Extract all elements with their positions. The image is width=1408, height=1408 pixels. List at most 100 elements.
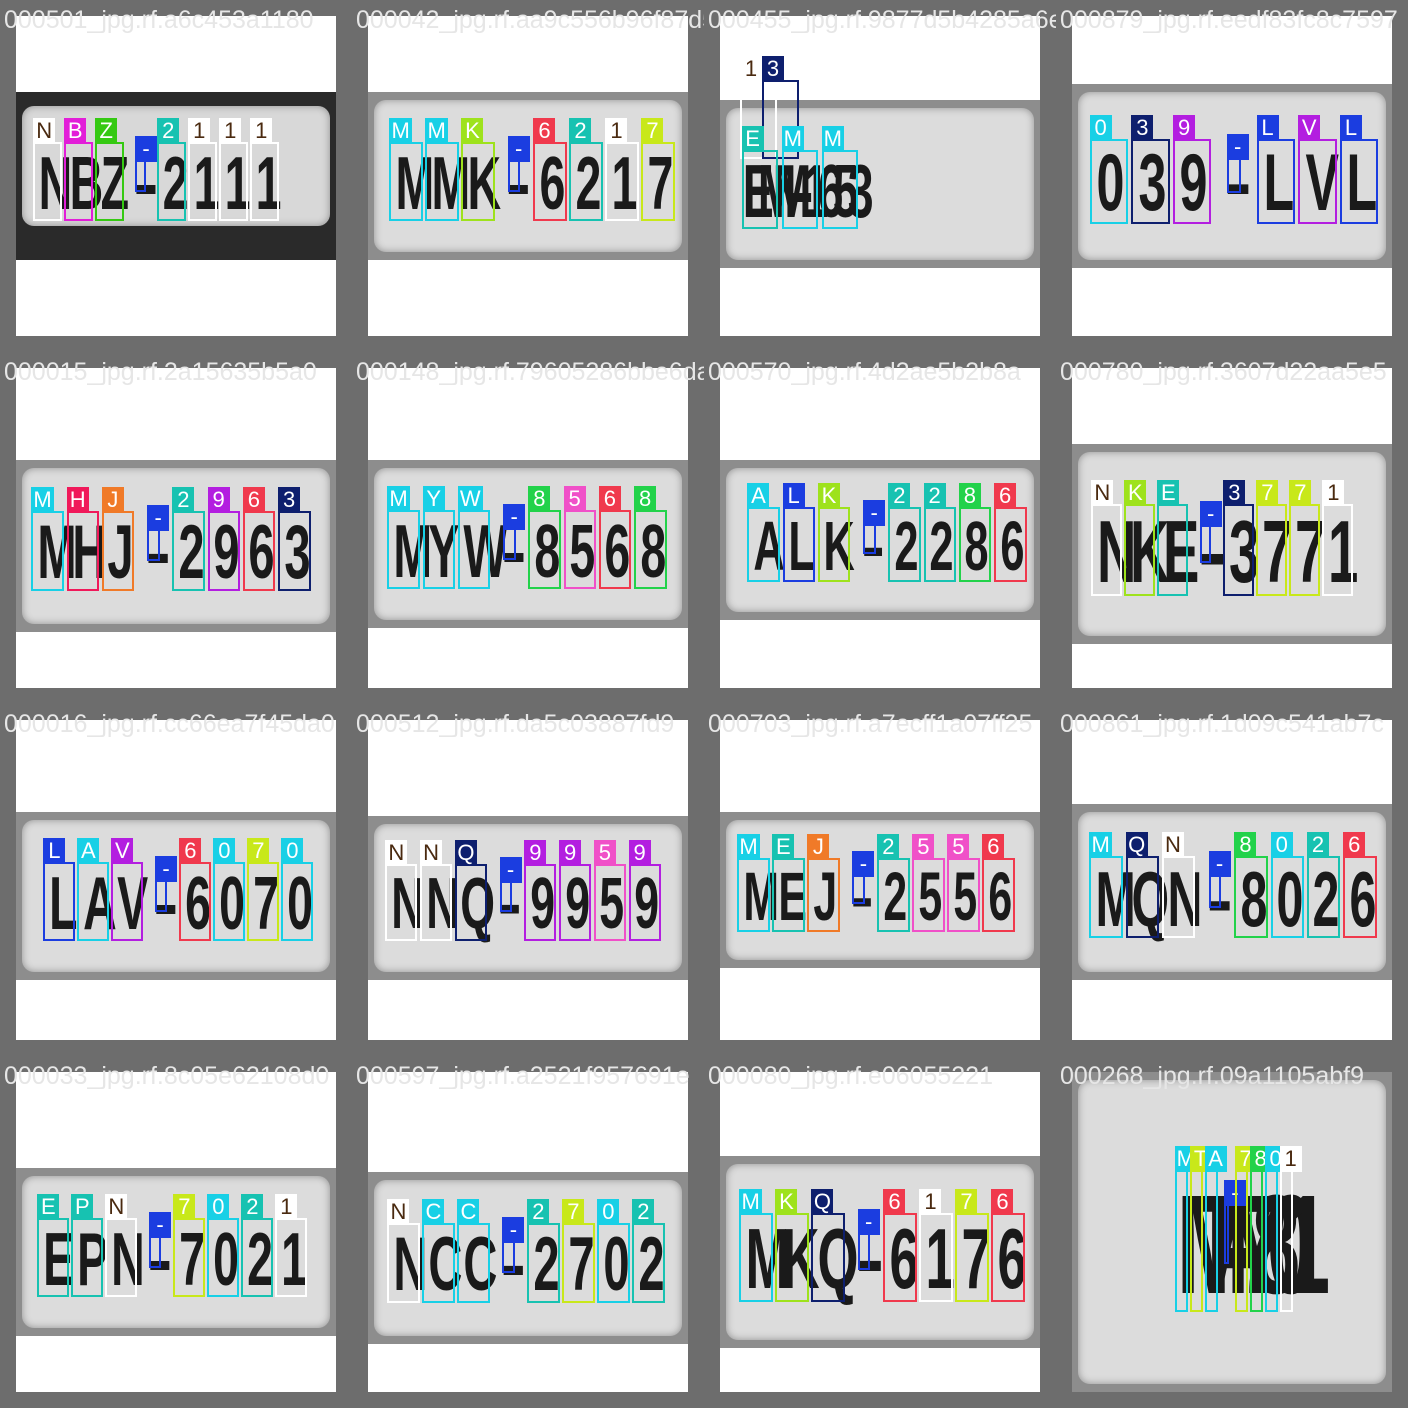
- class-label-tag: J: [101, 487, 124, 513]
- plate-character: N: [110, 1217, 145, 1301]
- class-label-tag: N: [385, 840, 408, 866]
- license-plate-photo: [16, 812, 336, 980]
- mosaic-tile[interactable]: MTA-7801MTA-7801000268_jpg.rf.09a1105abf…: [1056, 1056, 1408, 1408]
- detection-box: B: [64, 118, 93, 221]
- mosaic-tile[interactable]: M M K -6 2 1 7 M M K -6 2 1 7 000042_jpg.rf.aa9c556b96…: [352, 0, 704, 352]
- class-label-tag: -: [852, 850, 875, 877]
- class-label-tag: Q: [811, 1189, 834, 1215]
- detection-box: 7: [562, 1199, 595, 1303]
- detection-box: J: [807, 834, 840, 932]
- detection-box: 9: [1173, 115, 1212, 224]
- detection-box: 7: [1234, 1146, 1257, 1312]
- mosaic-tile[interactable]: A L K -2 2 8 6 A L K -2 2 8 6 000570_jpg.rf.4d2ae5b2b8…: [704, 352, 1056, 704]
- mosaic-tile[interactable]: EMM-165313EMM000455_jpg.rf.9877d5b4285a6…: [704, 0, 1056, 352]
- class-label-tag: B: [64, 118, 87, 144]
- image-filename-label: 000512_jpg.rf.da5c03887fd9: [356, 710, 675, 738]
- detection-box: 8: [1249, 1146, 1272, 1312]
- detection-box: 5: [947, 834, 980, 932]
- detection-box: N: [1161, 832, 1196, 938]
- class-label-tag: Q: [454, 840, 477, 866]
- detection-box: 2: [241, 1194, 273, 1297]
- mosaic-tile[interactable]: M Q N -8 0 2 6 M Q N -8 0 2 6 000861_jpg.rf.1d09c541ab…: [1056, 704, 1408, 1056]
- class-label-tag: 3: [1131, 115, 1154, 141]
- detection-box: 6: [994, 483, 1027, 582]
- detection-box: M: [389, 118, 423, 221]
- image-filename-label: 000597_jpg.rf.a2521f957691e: [356, 1062, 690, 1090]
- plate-character: Z: [100, 141, 129, 225]
- detection-box: C: [457, 1199, 490, 1303]
- class-label-tag: 1: [275, 1194, 298, 1220]
- plate-character: 5: [918, 858, 942, 935]
- class-label-tag: 8: [634, 486, 657, 512]
- license-plate-photo: [720, 460, 1040, 620]
- class-label-tag: 7: [955, 1189, 978, 1215]
- class-label-tag: E: [772, 834, 795, 860]
- class-label-tag: 5: [563, 486, 586, 512]
- class-label-tag: 3: [278, 487, 301, 513]
- detection-box: 2: [1306, 832, 1341, 938]
- plate-character: -: [861, 507, 885, 585]
- class-label-tag: -: [502, 1217, 525, 1243]
- class-label-tag: 1: [188, 118, 211, 144]
- mosaic-tile[interactable]: M H J -2 9 6 3 M H J -2 9 6 3 000015_jpg.rf.2a15635b5a…: [0, 352, 352, 704]
- mosaic-tile[interactable]: NKE-3771NKE-3771000780_jpg.rf.3607d22aa5…: [1056, 352, 1408, 704]
- class-label-tag: 1: [250, 118, 273, 144]
- detection-box: W: [457, 486, 491, 589]
- detection-box: 9: [524, 840, 557, 941]
- mosaic-tile[interactable]: M E J -2 5 5 6 M E J -2 5 5 6 000703_jpg.rf.a7ecff1a07…: [704, 704, 1056, 1056]
- plate-character: J: [813, 858, 837, 935]
- detection-box: 0: [207, 1194, 239, 1297]
- detection-box: 1: [250, 118, 279, 221]
- detection-box: 2: [632, 1199, 665, 1303]
- detection-box: 7: [641, 118, 675, 221]
- mosaic-tile[interactable]: E P N -7 0 2 1 E P N -7 0 2 1 000033_jpg.rf.8c05e62108…: [0, 1056, 352, 1408]
- detection-box: -: [149, 1211, 172, 1268]
- mosaic-tile[interactable]: L A V -6 0 7 0 L A V -6 0 7 0 000016_jpg.rf.cc66ea7f45…: [0, 704, 352, 1056]
- class-label-tag: 2: [632, 1199, 655, 1225]
- mosaic-tile[interactable]: MYW-8568MYW-8568000148_jpg.rf.79605286bb…: [352, 352, 704, 704]
- class-label-tag: M: [1089, 832, 1112, 858]
- detection-box: A: [1204, 1146, 1227, 1312]
- plate-character: 0: [1096, 138, 1125, 228]
- detection-box: 0: [597, 1199, 630, 1303]
- detection-box: N: [420, 840, 453, 941]
- mosaic-tile[interactable]: N B Z -2 1 1 1 N B Z -2 1 1 1 000501_jpg.rf.a6c453a118…: [0, 0, 352, 352]
- class-label-tag: 3: [1223, 480, 1246, 506]
- mosaic-tile[interactable]: N N Q -9 9 5 9 N N Q -9 9 5 9 000512_jpg.rf.da5c03887f…: [352, 704, 704, 1056]
- license-plate-photo: [1072, 1072, 1392, 1392]
- mosaic-tile[interactable]: 0 3 9- L V L 0 3 9- L V L 000879_jpg.rf.eedf83fc8c75…: [1056, 0, 1408, 352]
- class-label-tag: M: [425, 118, 448, 144]
- class-label-tag: 0: [281, 838, 304, 864]
- plate-character: Q: [817, 1212, 859, 1307]
- image-filename-label: 000015_jpg.rf.2a15635b5a0: [4, 358, 317, 386]
- class-label-tag: 2: [923, 483, 946, 509]
- class-label-tag: L: [43, 838, 66, 864]
- class-label-tag: 5: [912, 834, 935, 860]
- detection-box: M: [737, 834, 770, 932]
- plate-character: P: [76, 1217, 108, 1301]
- detection-box: 2: [527, 1199, 560, 1303]
- plate-character: Q: [460, 864, 496, 944]
- detection-box: -: [502, 1217, 525, 1274]
- detection-box: 2: [157, 118, 186, 221]
- detection-box: 7: [247, 838, 279, 941]
- class-label-tag: 5: [593, 840, 616, 866]
- class-label-tag: E: [37, 1194, 60, 1220]
- class-label-tag: Y: [422, 486, 445, 512]
- class-label-tag: 2: [877, 834, 900, 860]
- image-filename-label: 000042_jpg.rf.aa9c556b96f87d54a: [356, 6, 704, 34]
- detection-box: 2: [569, 118, 603, 221]
- detection-box: 1: [188, 118, 217, 221]
- mosaic-tile[interactable]: N C C -2 7 0 2 N C C -2 7 0 2 000597_jpg.rf.a2521f9576…: [352, 1056, 704, 1408]
- detection-box: 1: [605, 118, 639, 221]
- plate-character: 7: [1294, 502, 1326, 601]
- class-label-tag: H: [66, 487, 89, 513]
- license-plate-photo: [1072, 804, 1392, 980]
- detection-box: 0: [1264, 1146, 1287, 1312]
- class-label-tag: 7: [1256, 480, 1279, 506]
